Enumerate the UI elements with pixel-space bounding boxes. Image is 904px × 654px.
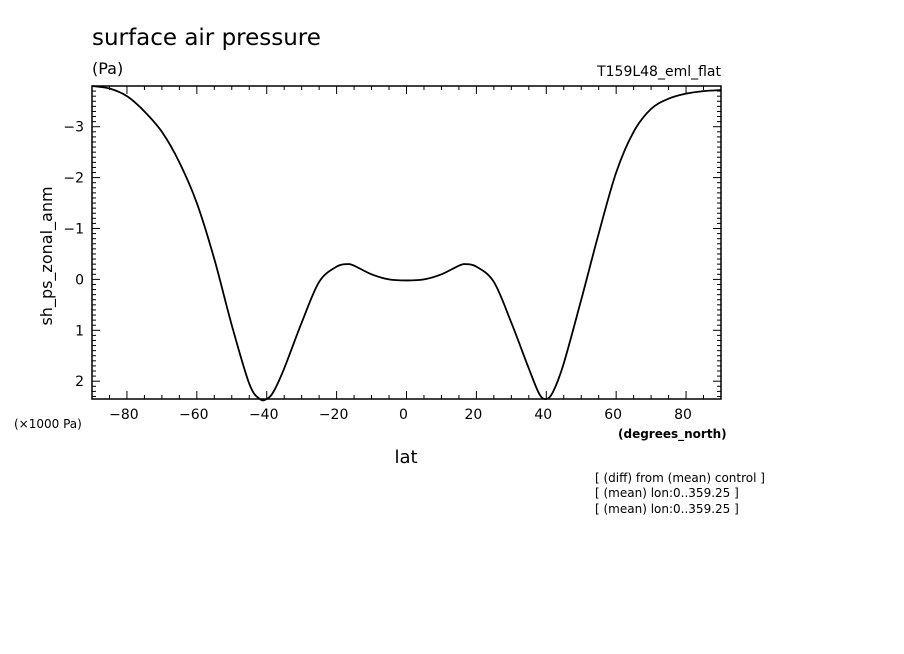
y-axis-label: sh_ps_zonal_anm <box>37 186 57 325</box>
y-tick-label: −2 <box>63 171 84 187</box>
note-2: [ (mean) lon:0..359.25 ] <box>595 486 739 500</box>
series-line <box>91 85 722 402</box>
experiment-label: T159L48_eml_flat <box>596 64 721 80</box>
y-scale-label: (×1000 Pa) <box>14 417 82 431</box>
x-units-label: (degrees_north) <box>618 427 727 442</box>
x-tick-label: −40 <box>249 407 279 423</box>
y-tick-label: 2 <box>75 374 84 390</box>
x-tick-label: −80 <box>109 407 139 423</box>
chart-title: surface air pressure <box>92 25 321 51</box>
y-tick-label: 0 <box>75 272 84 288</box>
x-tick-label: 80 <box>674 407 692 423</box>
x-tick-label: −20 <box>319 407 349 423</box>
x-tick-label: −60 <box>179 407 209 423</box>
units-label: (Pa) <box>92 59 123 78</box>
x-tick-label: 20 <box>464 407 482 423</box>
x-tick-label: 60 <box>604 407 622 423</box>
x-axis-label: lat <box>394 447 417 468</box>
note-1: [ (diff) from (mean) control ] <box>595 471 765 485</box>
x-axis: −80 −60 −40 −20 0 20 40 60 80 <box>91 86 722 423</box>
x-tick-label: 0 <box>399 407 408 423</box>
y-tick-label: −1 <box>63 222 84 238</box>
y-tick-label: 1 <box>75 323 84 339</box>
plot-frame <box>91 85 722 400</box>
note-3: [ (mean) lon:0..359.25 ] <box>595 502 739 516</box>
x-tick-label: 40 <box>534 407 552 423</box>
y-tick-label: −3 <box>63 120 84 136</box>
